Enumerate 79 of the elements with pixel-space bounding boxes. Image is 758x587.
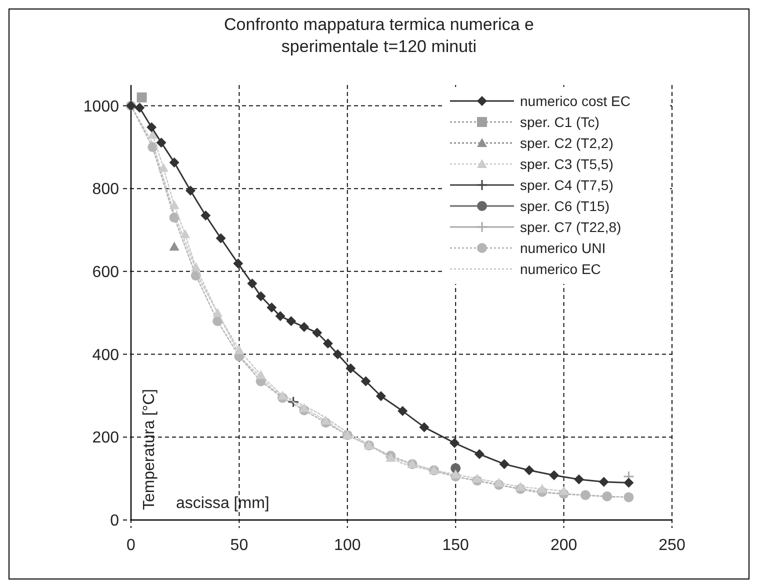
legend-label: sper. C7 (T22,8) — [520, 218, 622, 235]
point — [376, 391, 386, 402]
point — [346, 363, 356, 374]
point — [180, 229, 190, 238]
point — [398, 406, 408, 416]
point — [200, 210, 211, 220]
point — [233, 258, 244, 269]
legend-label: sper. C2 (T2,2) — [520, 134, 614, 151]
point — [574, 474, 584, 484]
point — [266, 302, 277, 312]
y-tick-label: 0 — [110, 512, 120, 530]
point — [216, 233, 226, 244]
point — [598, 476, 609, 487]
y-tick-label: 600 — [92, 264, 120, 282]
chart-title: Confronto mappatura termica numerica e sperimentale t=120 minuti — [224, 15, 534, 56]
point — [450, 469, 461, 478]
point — [549, 470, 560, 480]
point — [450, 438, 460, 448]
x-tick-label: 0 — [126, 537, 136, 554]
point — [169, 212, 180, 223]
point — [190, 262, 201, 272]
point — [169, 200, 180, 210]
point — [148, 142, 158, 152]
point — [419, 422, 430, 432]
legend-label: numerico EC — [520, 260, 601, 277]
x-tick-label: 200 — [550, 537, 578, 554]
x-axis-title: ascissa [mm] — [176, 495, 270, 512]
legend-label: sper. C1 (Tc) — [520, 114, 600, 130]
point — [288, 396, 300, 408]
y-tick-label: 800 — [92, 181, 120, 198]
legend-label: sper. C3 (T5,5) — [520, 156, 614, 172]
point — [275, 311, 286, 322]
point — [286, 316, 296, 326]
y-tick-label: 1000 — [83, 98, 120, 116]
point — [516, 482, 526, 491]
point — [312, 328, 322, 338]
legend-label: sper. C4 (T7,5) — [520, 176, 614, 193]
y-tick-label: 200 — [92, 430, 120, 447]
point — [499, 459, 510, 470]
point — [134, 102, 145, 113]
point — [158, 162, 168, 172]
point — [212, 308, 223, 317]
point — [277, 390, 288, 400]
point — [169, 157, 180, 168]
point — [299, 322, 310, 332]
point — [472, 474, 482, 483]
legend-label: sper. C6 (T15) — [520, 198, 610, 214]
y-tick-label: 400 — [92, 346, 120, 364]
x-tick-label: 100 — [334, 537, 361, 554]
point — [524, 465, 534, 476]
point — [322, 338, 333, 349]
legend-label: numerico cost EC — [520, 92, 630, 109]
point — [299, 403, 310, 412]
point — [474, 449, 484, 460]
point — [494, 478, 504, 487]
point — [169, 242, 180, 251]
point — [186, 186, 196, 196]
point — [146, 122, 157, 132]
point — [234, 345, 244, 354]
point — [332, 349, 343, 360]
point — [558, 486, 569, 495]
point — [602, 491, 612, 502]
point — [624, 478, 634, 488]
x-tick-label: 150 — [442, 537, 470, 554]
legend-label: numerico UNI — [520, 240, 606, 256]
x-tick-label: 250 — [658, 537, 686, 554]
point — [156, 138, 166, 148]
point — [256, 370, 266, 379]
point — [247, 278, 258, 288]
point — [624, 492, 634, 502]
point — [148, 130, 158, 139]
y-axis-title: Temperatura [°C] — [141, 388, 158, 510]
point — [136, 92, 147, 102]
x-tick-label: 50 — [230, 537, 248, 554]
point — [537, 484, 548, 493]
point — [360, 376, 371, 386]
point — [580, 490, 590, 500]
point — [256, 291, 266, 302]
point — [320, 416, 331, 425]
